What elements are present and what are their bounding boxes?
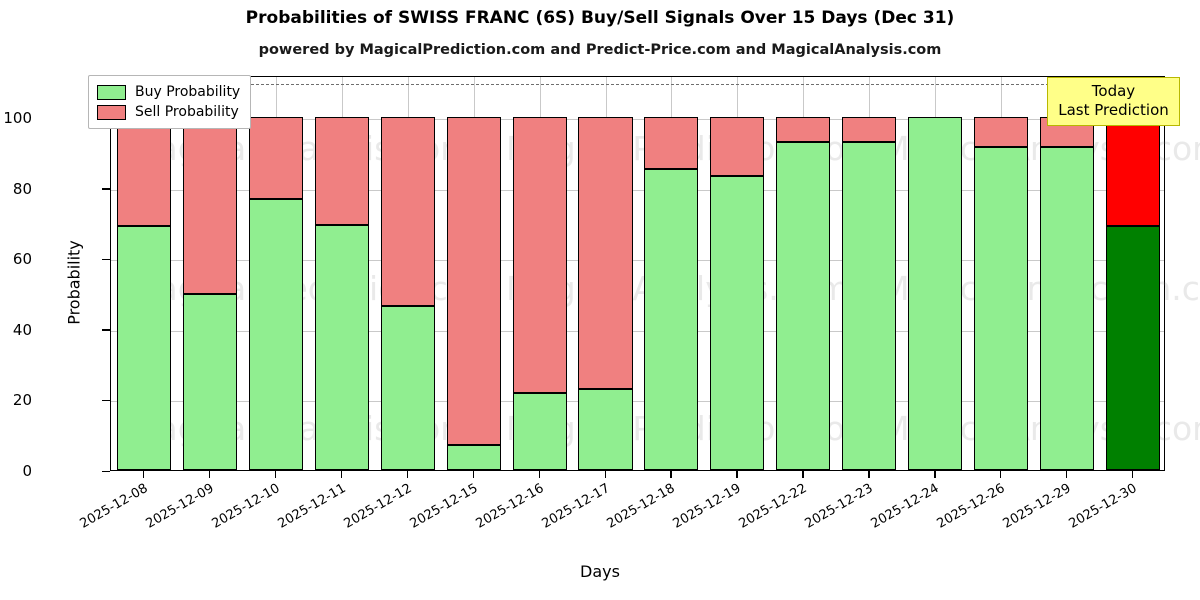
gridline-h bbox=[111, 330, 1164, 332]
y-axis-tick-label: 40 bbox=[12, 320, 32, 339]
legend-item-sell: Sell Probability bbox=[97, 102, 240, 122]
legend-swatch-sell bbox=[97, 104, 126, 120]
bar-group[interactable] bbox=[248, 75, 303, 470]
plot-area: MagicalAnalysis.comMagicalPrediction.com… bbox=[110, 75, 1200, 471]
bar-segment-sell[interactable] bbox=[776, 117, 831, 142]
chart-subtitle: powered by MagicalPrediction.com and Pre… bbox=[258, 42, 942, 58]
bar-segment-buy[interactable] bbox=[1105, 225, 1161, 470]
x-axis-tick-mark bbox=[472, 471, 474, 478]
bar-group[interactable] bbox=[182, 75, 237, 470]
bar-segment-buy[interactable] bbox=[116, 225, 171, 470]
bar-group[interactable] bbox=[446, 75, 501, 470]
x-axis-tick-mark bbox=[934, 471, 936, 478]
bar-group[interactable] bbox=[512, 75, 567, 470]
x-axis-tick-mark bbox=[1000, 471, 1002, 478]
gridline-h bbox=[111, 119, 1164, 121]
x-axis-tick-mark bbox=[274, 471, 277, 478]
bar-segment-buy[interactable] bbox=[710, 175, 765, 470]
y-axis-tick-label: 60 bbox=[12, 250, 32, 269]
bar-segment-sell[interactable] bbox=[512, 117, 567, 394]
x-axis-tick-mark bbox=[340, 471, 343, 478]
bar-segment-buy[interactable] bbox=[314, 224, 369, 470]
bar-segment-sell[interactable] bbox=[974, 117, 1029, 147]
bar-segment-sell[interactable] bbox=[1105, 117, 1161, 226]
y-axis-tick-mark bbox=[102, 470, 110, 472]
bar-group[interactable] bbox=[1040, 75, 1095, 470]
bar-group[interactable] bbox=[842, 75, 897, 470]
reference-line bbox=[111, 84, 1164, 86]
y-axis-tick-label: 20 bbox=[12, 391, 32, 410]
legend: Buy Probability Sell Probability bbox=[88, 75, 252, 129]
bar-segment-sell[interactable] bbox=[644, 117, 699, 170]
bar-segment-buy[interactable] bbox=[1040, 146, 1095, 470]
gridline-h bbox=[111, 189, 1164, 191]
x-axis-tick-mark bbox=[538, 471, 540, 478]
today-annotation: Today Last Prediction bbox=[1047, 77, 1180, 126]
x-axis-tick-mark bbox=[670, 471, 672, 478]
y-axis-tick-mark bbox=[102, 399, 110, 402]
bar-group[interactable] bbox=[380, 75, 435, 470]
bar-segment-sell[interactable] bbox=[842, 117, 897, 142]
bar-group[interactable] bbox=[116, 75, 171, 470]
y-axis-label: Probability bbox=[64, 240, 84, 325]
gridline-h bbox=[111, 401, 1164, 403]
bar-segment-buy[interactable] bbox=[578, 389, 633, 470]
bar-group[interactable] bbox=[1105, 75, 1161, 470]
bar-segment-buy[interactable] bbox=[446, 444, 501, 470]
bar-group[interactable] bbox=[644, 75, 699, 470]
bar-group[interactable] bbox=[974, 75, 1029, 470]
bar-segment-buy[interactable] bbox=[248, 199, 303, 470]
bar-segment-buy[interactable] bbox=[644, 169, 699, 470]
bar-group[interactable] bbox=[908, 75, 963, 470]
x-axis-tick-mark bbox=[604, 471, 606, 478]
bar-group[interactable] bbox=[314, 75, 369, 470]
x-axis-label: Days bbox=[580, 562, 620, 581]
x-axis-tick-mark bbox=[1132, 471, 1134, 478]
today-annotation-line2: Last Prediction bbox=[1058, 100, 1169, 119]
bar-segment-sell[interactable] bbox=[182, 117, 237, 295]
legend-swatch-buy bbox=[97, 84, 126, 100]
bar-segment-sell[interactable] bbox=[116, 117, 171, 226]
bar-segment-buy[interactable] bbox=[380, 306, 435, 470]
bar-segment-buy[interactable] bbox=[776, 141, 831, 470]
bar-segment-sell[interactable] bbox=[710, 117, 765, 176]
bar-segment-buy[interactable] bbox=[974, 146, 1029, 470]
y-axis-tick-mark bbox=[102, 258, 110, 261]
y-axis-tick-mark bbox=[102, 329, 110, 331]
bar-group[interactable] bbox=[578, 75, 633, 470]
x-axis-tick-mark bbox=[1066, 471, 1068, 478]
bar-segment-sell[interactable] bbox=[380, 117, 435, 307]
x-axis-tick-mark bbox=[802, 471, 804, 478]
legend-item-buy: Buy Probability bbox=[97, 82, 240, 102]
y-axis-tick-mark bbox=[102, 188, 110, 190]
bar-segment-sell[interactable] bbox=[446, 117, 501, 445]
y-axis-tick-label: 80 bbox=[12, 179, 32, 198]
bar-segment-sell[interactable] bbox=[248, 117, 303, 200]
bar-group[interactable] bbox=[710, 75, 765, 470]
bar-segment-buy[interactable] bbox=[512, 393, 567, 470]
bar-segment-buy[interactable] bbox=[182, 294, 237, 470]
bar-group[interactable] bbox=[776, 75, 831, 470]
x-axis-tick-mark bbox=[406, 471, 409, 478]
bar-segment-buy[interactable] bbox=[842, 141, 897, 470]
legend-label-buy: Buy Probability bbox=[135, 84, 241, 100]
bar-segment-buy[interactable] bbox=[908, 117, 963, 470]
x-axis-tick-mark bbox=[208, 471, 211, 478]
x-axis-tick-mark bbox=[142, 471, 145, 478]
x-axis-tick-mark bbox=[736, 471, 738, 478]
y-axis-tick-label: 0 bbox=[22, 462, 32, 480]
legend-label-sell: Sell Probability bbox=[135, 104, 239, 120]
today-annotation-line1: Today bbox=[1091, 82, 1136, 100]
chart-title: Probabilities of SWISS FRANC (6S) Buy/Se… bbox=[245, 8, 955, 28]
x-axis-tick-mark bbox=[868, 471, 870, 478]
bar-segment-sell[interactable] bbox=[314, 117, 369, 225]
bar-segment-sell[interactable] bbox=[578, 117, 633, 390]
gridline-h bbox=[111, 260, 1164, 262]
y-axis-tick-label: 100 bbox=[3, 109, 32, 128]
